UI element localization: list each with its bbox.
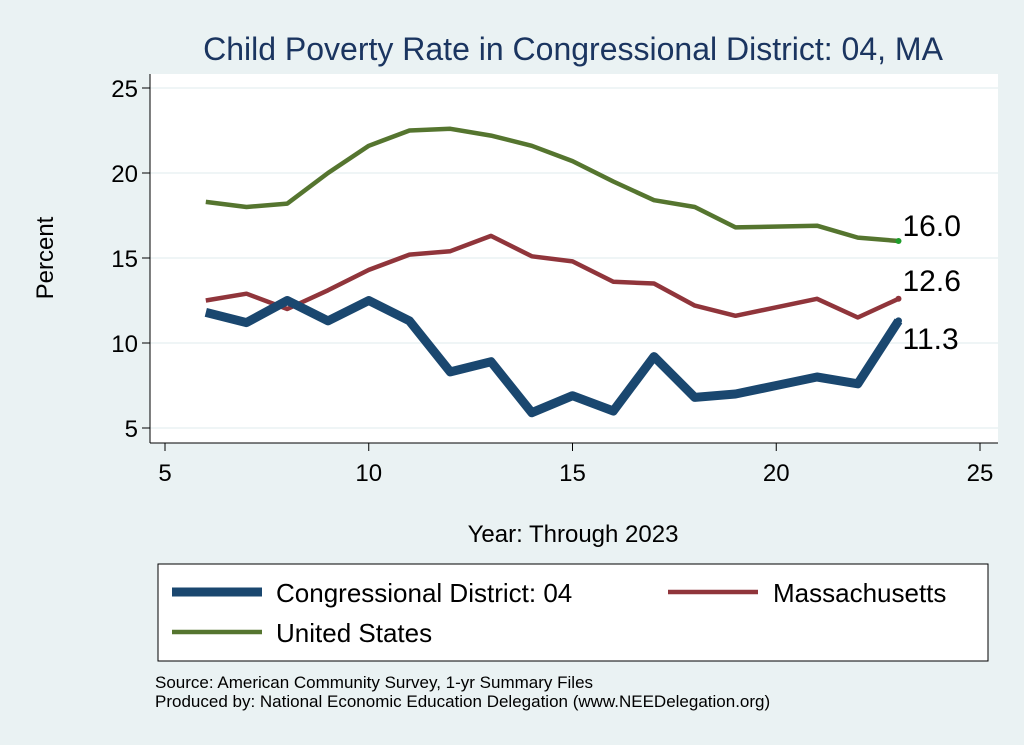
y-axis-title: Percent bbox=[32, 216, 59, 299]
x-tick-label-10: 10 bbox=[355, 460, 382, 487]
x-axis-title: Year: Through 2023 bbox=[468, 521, 679, 548]
series-end-point-massachusetts bbox=[895, 295, 902, 302]
series-line-united-states bbox=[205, 126, 899, 244]
series-line-congressional-district-04 bbox=[204, 296, 903, 418]
y-tick-label-15: 15 bbox=[111, 246, 138, 273]
legend-label-united-states: United States bbox=[276, 618, 432, 648]
legend-label-congressional-district-04: Congressional District: 04 bbox=[276, 578, 572, 608]
x-tick-label-20: 20 bbox=[763, 460, 790, 487]
series-end-point-united-states bbox=[895, 238, 902, 244]
y-tick-label-20: 20 bbox=[111, 161, 138, 188]
series-lines bbox=[204, 126, 903, 418]
produced-by-line: Produced by: National Economic Education… bbox=[155, 692, 770, 711]
x-tick-label-25: 25 bbox=[967, 460, 994, 487]
chart-title: Child Poverty Rate in Congressional Dist… bbox=[203, 31, 944, 67]
axes: 5 10 15 20 25 5 10 15 20 25 bbox=[111, 74, 998, 487]
end-label-massachusetts: 12.6 bbox=[903, 265, 961, 298]
end-labels: 11.3 12.6 16.0 bbox=[903, 210, 961, 356]
legend-label-massachusetts: Massachusetts bbox=[773, 578, 946, 608]
y-tick-label-10: 10 bbox=[111, 331, 138, 358]
series-end-point-congressional-district-04 bbox=[895, 317, 902, 325]
y-tick-label-25: 25 bbox=[111, 76, 138, 103]
y-tick-label-5: 5 bbox=[125, 416, 138, 443]
source-line: Source: American Community Survey, 1-yr … bbox=[155, 673, 593, 692]
gridlines bbox=[150, 87, 998, 429]
x-tick-label-15: 15 bbox=[559, 460, 586, 487]
legend: Congressional District: 04 Massachusetts U… bbox=[172, 578, 946, 648]
end-label-united-states: 16.0 bbox=[903, 210, 961, 243]
legend-box bbox=[157, 563, 989, 662]
series-line-massachusetts bbox=[205, 233, 900, 320]
x-tick-label-5: 5 bbox=[158, 460, 171, 487]
end-label-congressional-district-04: 11.3 bbox=[903, 323, 959, 356]
